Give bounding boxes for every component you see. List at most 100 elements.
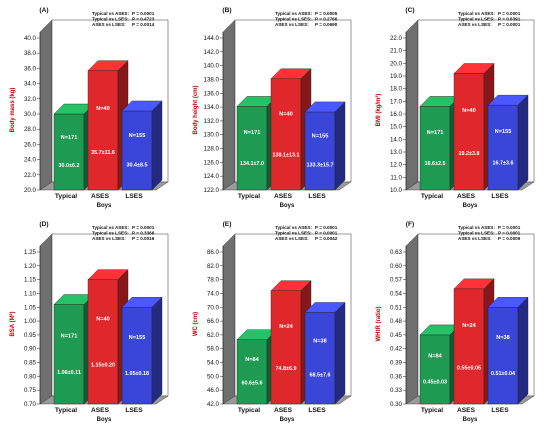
y-tick-label: 86.0 [207,249,220,256]
value-label: 30.0±6.2 [59,163,80,169]
value-label: 16.7±3.6 [493,161,514,167]
y-tick-label: 20.0 [390,60,403,67]
y-tick-label: 70.0 [207,304,220,311]
y-tick-label: 54.0 [207,360,220,367]
bar-lses [304,312,336,405]
n-label: N=38 [313,339,327,345]
y-tick-label: 0.33 [390,387,403,394]
y-tick-label: 128.0 [204,146,220,153]
stat-p-value: P = 0.0001 [498,22,521,27]
value-label: 19.2±3.8 [459,151,480,157]
stat-label: Typical vs LSES: [458,231,495,236]
y-tick-label: 0.39 [390,360,403,367]
x-category-label: LSES [491,193,509,200]
y-tick-label: 124.0 [204,173,220,180]
bar-side-lses [517,296,529,405]
y-tick-label: 1.15 [24,277,37,284]
stat-p-value: P = 0.0001 [498,225,521,230]
bar-ases [453,288,485,405]
y-tick-label: 32.0 [24,96,37,103]
stat-label: Typical vs ASES: [275,11,312,16]
y-tick-label: 122.0 [204,187,220,194]
value-label: 0.45±0.03 [423,379,447,385]
stat-label: ASES vs LSES: [92,22,126,27]
stat-p-value: P = 0.0016 [132,236,155,241]
stat-label: Typical vs LSES: [92,17,129,22]
y-tick-label: 0.48 [390,318,403,325]
chart-panel-f: 0.30 0.33 0.36 0.39 0.42 0.45 0.48 0.51 0.54 0.57… [376,221,535,423]
x-category-label: LSES [308,193,326,200]
n-label: N=40 [462,108,476,114]
y-tick-label: 0.95 [24,332,37,339]
y-tick-label: 30.0 [24,111,37,118]
stat-p-value: P = 0.0001 [498,231,521,236]
stat-label: Typical vs ASES: [92,225,129,230]
stat-p-value: P = 0.2766 [315,17,338,22]
stat-label: Typical vs ASES: [458,11,495,16]
x-axis-label: Boys [280,417,295,423]
stat-p-value: P = 0.0001 [132,225,155,230]
y-tick-label: 0.57 [390,277,403,284]
n-label: N=24 [279,324,293,330]
y-tick-label: 14.0 [390,136,403,143]
y-tick-label: 1.10 [24,290,37,297]
n-label: N=84 [428,354,442,360]
y-axis-label: WC (cm) [193,312,199,336]
y-tick-label: 0.36 [390,373,403,380]
x-category-label: LSES [308,407,326,414]
stat-label: Typical vs LSES: [275,231,312,236]
x-category-label: ASES [91,407,110,414]
bar-side-lses [151,296,163,405]
bar-ases [453,73,485,191]
y-tick-label: 0.80 [24,373,37,380]
bar-ases [87,70,119,191]
y-tick-label: 13.0 [390,149,403,156]
bar-typical [53,113,85,191]
n-label: N=171 [61,135,78,141]
n-label: N=155 [312,134,329,140]
x-category-label: ASES [274,407,293,414]
y-axis-label: WHtR (ratio) [376,307,382,342]
stat-label: ASES vs LSES: [275,22,309,27]
n-label: N=171 [244,130,261,136]
y-tick-label: 134.0 [204,104,220,111]
panel-label: (F) [406,221,414,228]
value-label: 60.6±5.6 [242,381,263,387]
y-tick-label: 22.0 [24,172,37,179]
value-label: 138.1±13.1 [273,153,300,159]
n-label: N=40 [96,317,110,323]
x-axis-label: Boys [97,417,112,423]
y-tick-label: 82.0 [207,263,220,270]
y-tick-label: 17.0 [390,98,403,105]
panel-label: (E) [223,221,232,228]
y-tick-label: 38.0 [24,50,37,57]
y-tick-label: 16.0 [390,111,403,118]
stat-label: Typical vs LSES: [92,231,129,236]
x-category-label: LSES [491,407,509,414]
n-label: N=155 [129,335,146,341]
y-tick-label: 0.42 [390,346,403,353]
x-axis-label: Boys [463,417,478,423]
y-tick-label: 0.60 [390,263,403,270]
x-category-label: Typical [238,193,260,200]
stat-label: Typical vs LSES: [458,17,495,22]
y-tick-label: 132.0 [204,118,220,125]
y-tick-label: 12.0 [390,162,403,169]
value-label: 0.51±0.04 [491,371,515,377]
bar-typical [53,304,85,405]
side-wall [222,19,236,191]
y-tick-label: 21.0 [390,48,403,55]
x-category-label: Typical [421,407,443,414]
bar-side-lses [517,94,529,191]
chart-panel-c: 10.0 11.0 12.0 13.0 14.0 15.0 16.0 17.0 18.0 19.0… [375,7,535,209]
x-axis-label: Boys [463,203,478,209]
x-category-label: ASES [274,193,293,200]
value-label: 0.55±0.05 [457,365,481,371]
n-label: N=84 [245,357,259,363]
value-label: 68.5±7.6 [310,373,331,379]
side-wall [405,19,419,191]
y-axis-label: BMI (kg/m²) [375,94,382,127]
stat-label: ASES vs LSES: [458,22,492,27]
value-label: 16.6±2.5 [425,161,446,167]
